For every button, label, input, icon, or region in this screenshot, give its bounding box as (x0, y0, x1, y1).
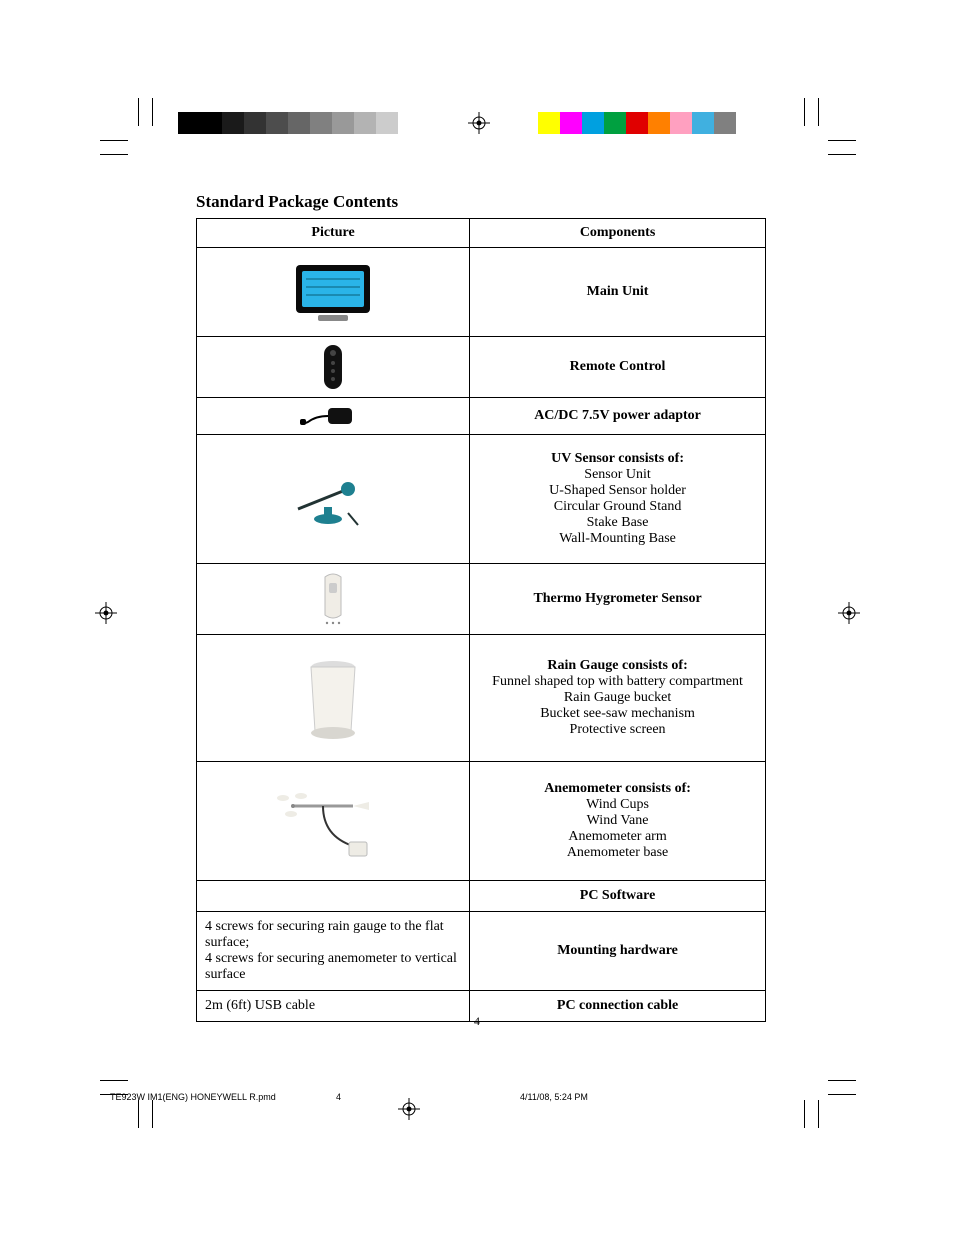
registration-mark-icon (398, 1098, 420, 1120)
table-row: UV Sensor consists of:Sensor UnitU-Shape… (197, 435, 766, 564)
picture-cell (197, 564, 470, 635)
footer-page: 4 (336, 1092, 341, 1102)
page-content: Standard Package Contents Picture Compon… (196, 192, 766, 1022)
footer-filename: TE923W IM1(ENG) HONEYWELL R.pmd (110, 1092, 276, 1102)
component-title: Rain Gauge consists of: (478, 658, 757, 674)
section-title: Standard Package Contents (196, 192, 766, 212)
component-line: U-Shaped Sensor holder (478, 483, 757, 499)
grayscale-color-bar (178, 112, 398, 134)
component-line: Protective screen (478, 722, 757, 738)
component-title: Anemometer consists of: (478, 781, 757, 797)
registration-mark-icon (468, 112, 490, 134)
table-row: Rain Gauge consists of:Funnel shaped top… (197, 635, 766, 762)
component-line: Wind Vane (478, 813, 757, 829)
picture-text-cell (197, 881, 470, 912)
uv_sensor-icon (205, 469, 461, 529)
components-cell: Mounting hardware (470, 912, 766, 991)
component-title: UV Sensor consists of: (478, 451, 757, 467)
components-cell: UV Sensor consists of:Sensor UnitU-Shape… (470, 435, 766, 564)
picture-cell (197, 337, 470, 398)
components-cell: Rain Gauge consists of:Funnel shaped top… (470, 635, 766, 762)
page-number: 4 (0, 1014, 954, 1029)
table-row: Thermo Hygrometer Sensor (197, 564, 766, 635)
component-line: Circular Ground Stand (478, 499, 757, 515)
cmyk-color-bar (538, 112, 736, 134)
remote-icon (205, 343, 461, 391)
component-line: Rain Gauge bucket (478, 690, 757, 706)
picture-cell (197, 398, 470, 435)
components-cell: Anemometer consists of:Wind CupsWind Van… (470, 762, 766, 881)
package-contents-table: Picture Components Main Unit Remote Cont… (196, 218, 766, 1022)
components-cell: Remote Control (470, 337, 766, 398)
table-row: Anemometer consists of:Wind CupsWind Van… (197, 762, 766, 881)
components-cell: PC Software (470, 881, 766, 912)
component-title: Remote Control (478, 359, 757, 375)
thermo-icon (205, 571, 461, 627)
component-title: AC/DC 7.5V power adaptor (478, 408, 757, 424)
component-line: Anemometer base (478, 845, 757, 861)
footer-datetime: 4/11/08, 5:24 PM (520, 1092, 588, 1102)
component-line: Stake Base (478, 515, 757, 531)
registration-mark-icon (838, 602, 860, 624)
component-line: Funnel shaped top with battery compartme… (478, 674, 757, 690)
components-cell: AC/DC 7.5V power adaptor (470, 398, 766, 435)
picture-text-cell: 4 screws for securing rain gauge to the … (197, 912, 470, 991)
table-row: 4 screws for securing rain gauge to the … (197, 912, 766, 991)
picture-cell (197, 762, 470, 881)
component-title: PC Software (478, 888, 757, 904)
table-header-row: Picture Components (197, 219, 766, 248)
picture-cell (197, 635, 470, 762)
component-title: Main Unit (478, 284, 757, 300)
component-line: Sensor Unit (478, 467, 757, 483)
component-title: Thermo Hygrometer Sensor (478, 591, 757, 607)
table-row: PC Software (197, 881, 766, 912)
component-line: Wind Cups (478, 797, 757, 813)
component-line: Bucket see-saw mechanism (478, 706, 757, 722)
components-cell: Main Unit (470, 248, 766, 337)
component-title: PC connection cable (478, 998, 757, 1014)
table-row: Main Unit (197, 248, 766, 337)
picture-cell (197, 435, 470, 564)
registration-mark-icon (95, 602, 117, 624)
rain_gauge-icon (205, 653, 461, 743)
main_unit-icon (205, 261, 461, 323)
component-line: Wall-Mounting Base (478, 531, 757, 547)
component-title: Mounting hardware (478, 943, 757, 959)
picture-cell (197, 248, 470, 337)
col-header-picture: Picture (197, 219, 470, 248)
components-cell: Thermo Hygrometer Sensor (470, 564, 766, 635)
col-header-components: Components (470, 219, 766, 248)
component-line: Anemometer arm (478, 829, 757, 845)
table-row: Remote Control (197, 337, 766, 398)
anemometer-icon (205, 776, 461, 866)
table-row: AC/DC 7.5V power adaptor (197, 398, 766, 435)
adaptor-icon (205, 404, 461, 428)
